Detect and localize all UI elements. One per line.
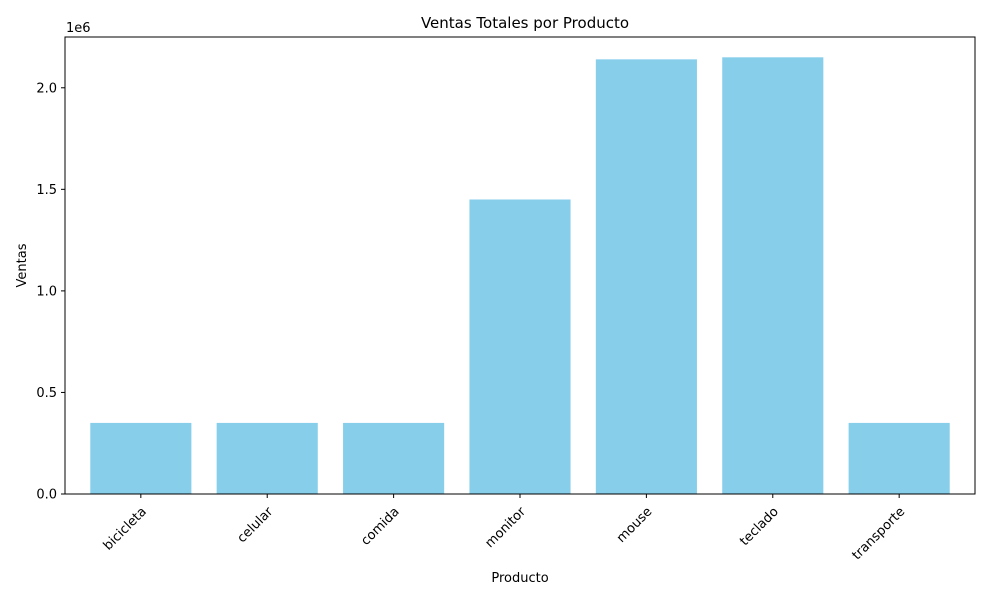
y-tick-label: 1.5 xyxy=(36,183,57,198)
bar-mouse xyxy=(595,59,697,494)
x-tick-label: teclado xyxy=(737,504,782,549)
y-axis-offset-label: 1e6 xyxy=(66,21,91,36)
y-axis-label: Ventas xyxy=(15,243,30,287)
x-tick-label: mouse xyxy=(614,504,655,545)
plot-frame xyxy=(64,36,976,495)
y-tick-label: 0.0 xyxy=(36,488,57,503)
bar-celular xyxy=(216,422,318,494)
bars-group xyxy=(90,57,950,495)
bar-transporte xyxy=(848,422,950,494)
bar-comida xyxy=(343,422,445,494)
y-axis: 0.0 0.5 1.0 1.5 2.0 xyxy=(36,81,65,503)
x-tick-label: celular xyxy=(235,504,277,546)
bar-bicicleta xyxy=(90,422,192,494)
bar-monitor xyxy=(469,199,571,494)
x-tick-label: transporte xyxy=(849,504,908,563)
x-tick-label: comida xyxy=(358,504,402,548)
y-tick-label: 2.0 xyxy=(36,81,57,96)
chart-title: Ventas Totales por Producto xyxy=(421,14,629,32)
y-tick-label: 0.5 xyxy=(36,386,57,401)
x-tick-label: bicicleta xyxy=(101,504,150,553)
bar-teclado xyxy=(722,57,824,495)
x-axis: bicicleta celular comida monitor mouse teclad… xyxy=(101,494,908,563)
x-tick-label: monitor xyxy=(482,504,529,551)
y-tick-label: 1.0 xyxy=(36,284,57,299)
x-axis-label: Producto xyxy=(491,571,548,586)
